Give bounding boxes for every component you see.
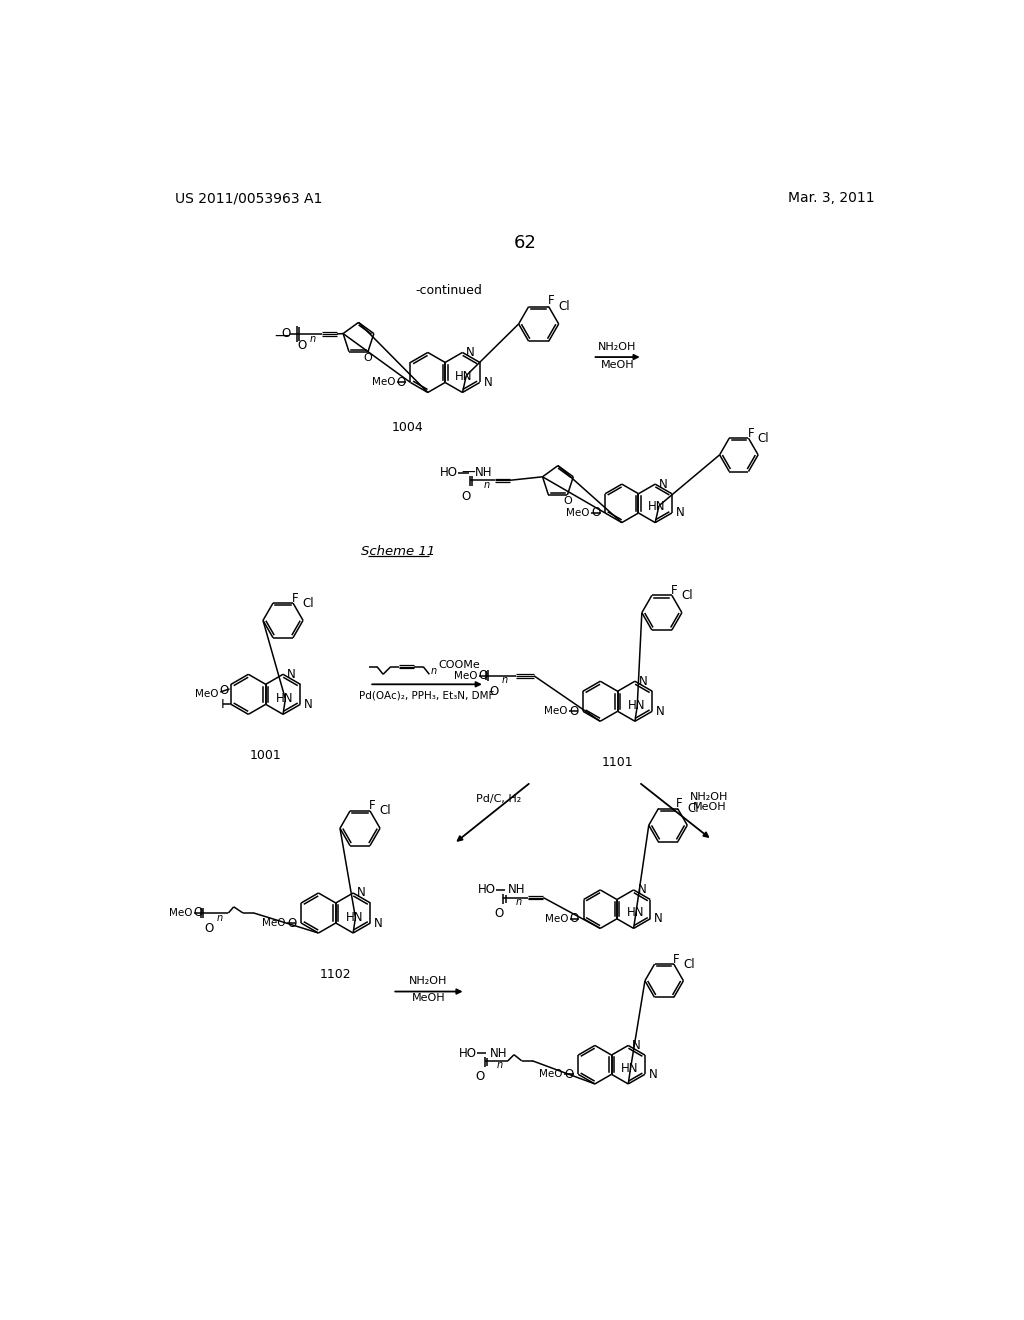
Text: —: — [462,466,475,479]
Text: HN: HN [648,500,666,513]
Text: O: O [494,907,503,920]
Text: N: N [638,883,646,896]
Text: 1102: 1102 [319,968,351,981]
Text: NH₂OH: NH₂OH [598,342,636,352]
Text: O: O [282,327,291,341]
Text: Cl: Cl [758,432,769,445]
Text: MeO: MeO [545,913,568,924]
Text: O: O [475,1071,484,1084]
Text: N: N [357,887,366,899]
Text: —: — [274,327,290,343]
Text: HN: HN [627,906,644,919]
Text: N: N [649,1068,657,1081]
Text: MeOH: MeOH [692,801,726,812]
Text: O: O [563,496,571,507]
Text: HN: HN [628,700,645,711]
Text: F: F [676,797,683,810]
Text: Cl: Cl [683,957,694,970]
Text: N: N [632,1039,641,1052]
Text: I: I [221,698,225,711]
Text: Cl: Cl [558,300,569,313]
Text: O: O [219,684,228,697]
Text: MeO: MeO [372,378,395,388]
Text: HN: HN [346,911,364,924]
Text: N: N [483,376,493,389]
Text: N: N [304,698,313,711]
Text: F: F [548,294,554,308]
Text: n: n [515,898,521,907]
Text: O: O [569,912,579,925]
Text: HO: HO [477,883,496,896]
Text: O: O [364,354,373,363]
Text: F: F [748,426,755,440]
Text: O: O [591,507,600,520]
Text: O: O [489,685,499,698]
Text: NH₂OH: NH₂OH [689,792,728,803]
Text: n: n [497,1060,503,1071]
Text: NH: NH [489,1047,507,1060]
Text: O: O [288,916,297,929]
Text: Pd/C, H₂: Pd/C, H₂ [476,795,521,804]
Text: F: F [671,583,678,597]
Text: 62: 62 [513,234,537,252]
Text: HO: HO [459,1047,477,1060]
Text: MeO: MeO [566,508,590,517]
Text: Cl: Cl [687,803,698,814]
Text: F: F [673,953,679,966]
Text: MeOH: MeOH [412,993,445,1003]
Text: N: N [287,668,296,681]
Text: 1004: 1004 [392,421,424,434]
Text: O: O [396,376,406,389]
Text: N: N [659,478,668,491]
Text: O: O [205,923,214,936]
Text: MeO: MeO [454,671,477,681]
Text: n: n [483,480,489,490]
Text: HN: HN [456,370,473,383]
Text: n: n [502,676,508,685]
Text: 1101: 1101 [602,756,634,770]
Text: MeO: MeO [544,706,567,717]
Text: F: F [292,591,299,605]
Text: O: O [194,907,203,920]
Text: N: N [639,675,647,688]
Text: HN: HN [275,692,293,705]
Text: MeOH: MeOH [600,360,634,370]
Text: Scheme 11: Scheme 11 [361,545,435,557]
Text: N: N [656,705,665,718]
Text: Mar. 3, 2011: Mar. 3, 2011 [787,191,874,206]
Text: Pd(OAc)₂, PPH₃, Et₃N, DMF: Pd(OAc)₂, PPH₃, Et₃N, DMF [359,690,495,701]
Text: -continued: -continued [416,284,482,297]
Text: NH: NH [475,466,493,479]
Text: n: n [217,912,223,923]
Text: HN: HN [621,1061,639,1074]
Text: Cl: Cl [379,804,391,817]
Text: O: O [564,1068,573,1081]
Text: N: N [466,346,475,359]
Text: Cl: Cl [302,597,314,610]
Text: N: N [654,912,663,925]
Text: MeO: MeO [540,1069,563,1080]
Text: 1001: 1001 [250,750,282,763]
Text: O: O [298,339,307,352]
Text: US 2011/0053963 A1: US 2011/0053963 A1 [175,191,323,206]
Text: NH: NH [508,883,525,896]
Text: COOMe: COOMe [438,660,480,671]
Text: MeO: MeO [262,917,286,928]
Text: n: n [309,334,315,345]
Text: HO: HO [440,466,458,479]
Text: MeO: MeO [196,689,219,698]
Text: Cl: Cl [681,589,692,602]
Text: O: O [461,490,470,503]
Text: MeO: MeO [169,908,193,917]
Text: N: N [676,507,684,520]
Text: NH₂OH: NH₂OH [410,975,447,986]
Text: O: O [569,705,579,718]
Text: n: n [431,667,437,676]
Text: N: N [375,916,383,929]
Text: F: F [369,800,376,813]
Text: O: O [478,669,487,682]
